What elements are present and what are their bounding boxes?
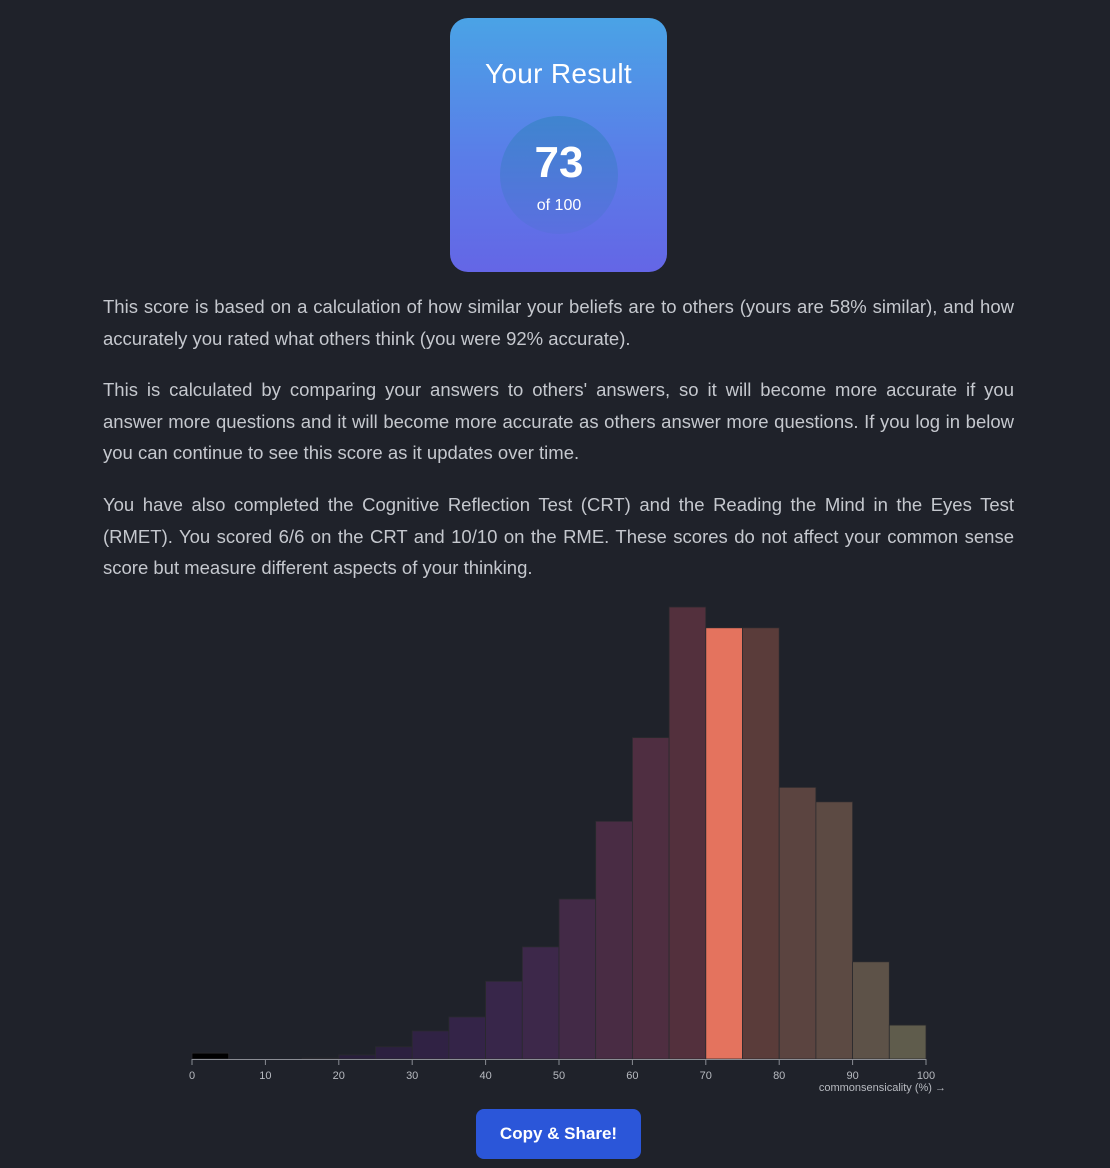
histogram-bars	[191, 606, 927, 1060]
x-tick-label: 0	[189, 1070, 195, 1082]
histogram-bar-60-65	[631, 737, 670, 1060]
x-axis-ticks: 0 10 20 30 40 50 60 70 80 90 100	[189, 1059, 935, 1082]
x-tick-label: 20	[333, 1070, 345, 1082]
histogram-bar-70-75	[705, 627, 743, 1060]
histogram-bar-25-30	[375, 1046, 413, 1060]
score-explanation-paragraph: This score is based on a calculation of …	[103, 296, 1014, 349]
histogram-bar-0-5	[191, 1052, 230, 1060]
x-tick-label: 80	[773, 1070, 785, 1082]
histogram-bar-35-40	[448, 1016, 486, 1060]
histogram-bar-90-95	[852, 961, 890, 1060]
score-out-of: of 100	[536, 197, 582, 214]
histogram-bar-15-20	[301, 1057, 340, 1060]
x-tick-label: 100	[917, 1070, 935, 1082]
histogram-bar-20-25	[338, 1054, 376, 1060]
x-tick-label: 30	[406, 1070, 418, 1082]
histogram-bar-50-55	[558, 898, 597, 1060]
histogram-bar-40-45	[485, 980, 523, 1060]
score-distribution-histogram: 0 10 20 30 40 50 60 70 80 90 100 commonsensicality…	[189, 606, 946, 1094]
score-value: 73	[534, 138, 584, 187]
histogram-bar-45-50	[521, 946, 560, 1060]
histogram-bar-95-100	[888, 1024, 927, 1060]
other-tests-paragraph: You have also completed the Cognitive Re…	[103, 494, 1014, 578]
histogram-bar-65-70	[668, 606, 707, 1060]
x-tick-label: 90	[846, 1070, 858, 1082]
x-axis-label: commonsensicality (%) →	[819, 1082, 946, 1094]
result-card: Your Result 73 of 100	[450, 18, 667, 272]
result-title: Your Result	[484, 58, 633, 89]
score-circle: 73 of 100	[500, 116, 618, 234]
x-tick-label: 40	[479, 1070, 491, 1082]
histogram-bar-85-90	[815, 801, 854, 1060]
histogram-bar-80-85	[778, 786, 817, 1060]
histogram-bar-75-80	[742, 627, 780, 1060]
x-tick-label: 70	[700, 1070, 712, 1082]
histogram-bar-30-35	[411, 1030, 450, 1060]
histogram-bar-55-60	[595, 820, 633, 1060]
x-tick-label: 10	[259, 1070, 271, 1082]
x-tick-label: 50	[553, 1070, 565, 1082]
accuracy-explanation-paragraph: This is calculated by comparing your ans…	[103, 379, 1014, 463]
copy-share-button[interactable]: Copy & Share!	[476, 1109, 641, 1159]
x-tick-label: 60	[626, 1070, 638, 1082]
